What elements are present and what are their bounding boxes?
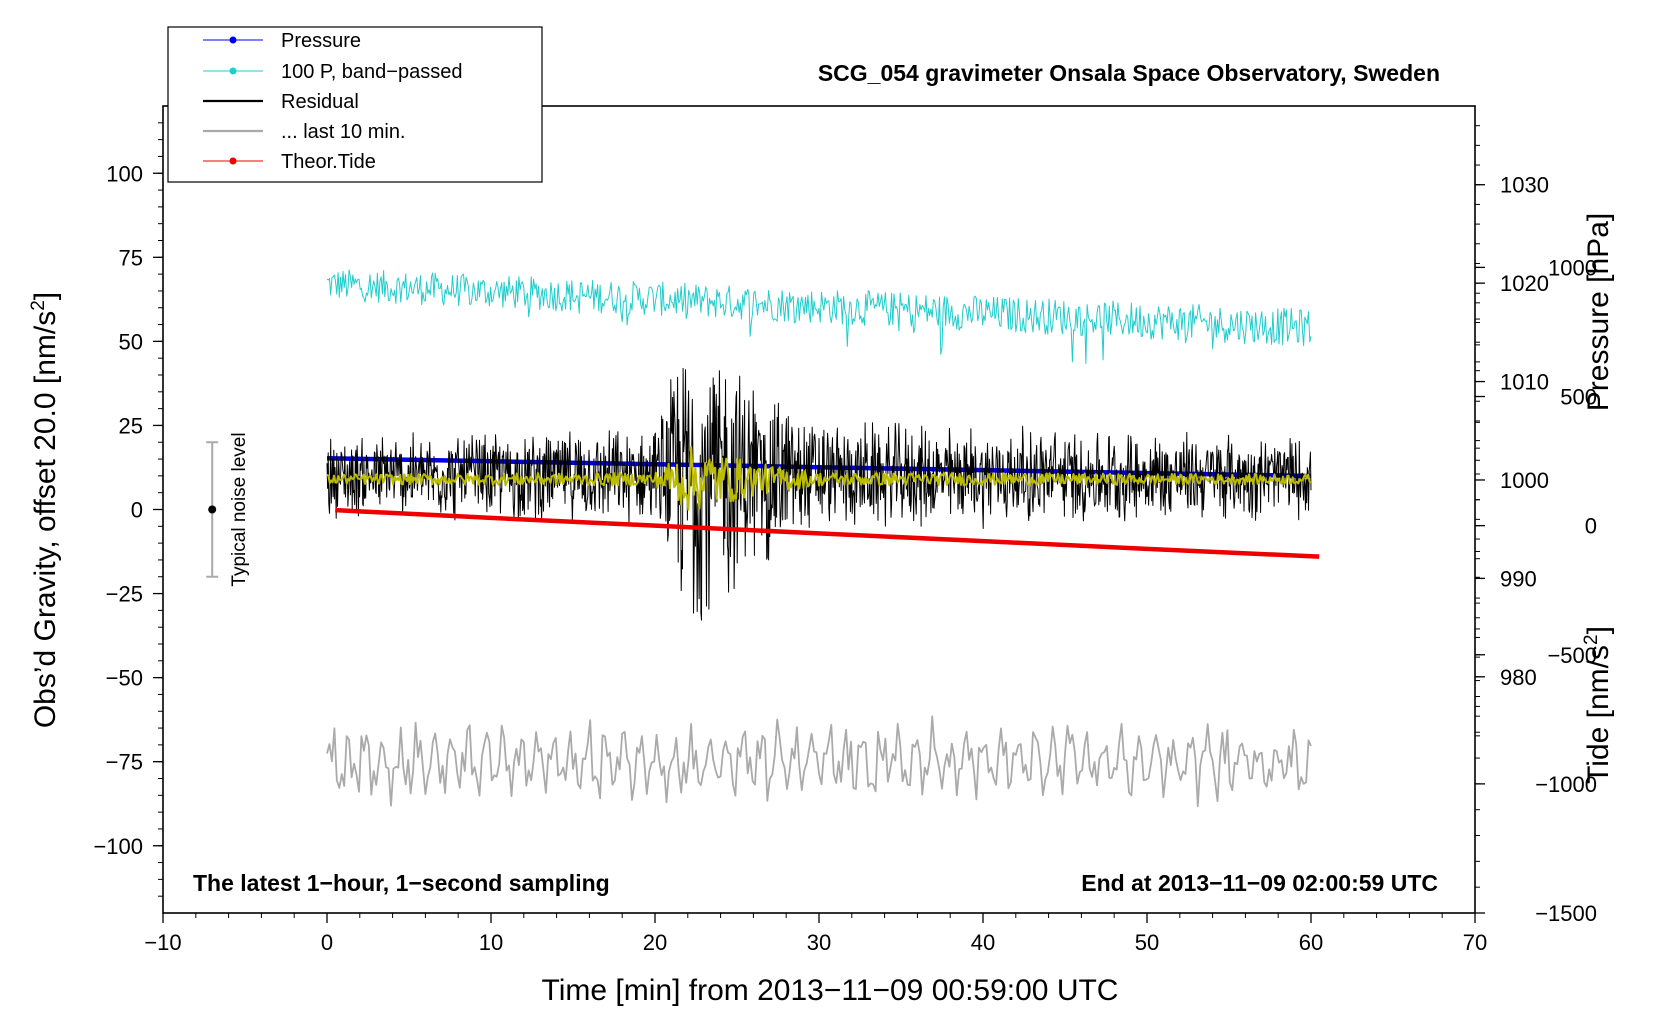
legend-item-last-10-min: ... last 10 min. <box>203 121 406 143</box>
tide-tick-label: −1000 <box>1535 772 1597 797</box>
x-tick-label: 70 <box>1463 930 1487 955</box>
tide-tick-label: 1000 <box>1548 255 1597 280</box>
y-tick-label: −25 <box>106 582 143 607</box>
noise-label: Typical noise level <box>229 432 250 586</box>
x-tick-label: −10 <box>144 930 181 955</box>
legend: Pressure 100 P, band−passed Residual ...… <box>167 26 543 183</box>
x-tick-label: 60 <box>1299 930 1323 955</box>
series-100-p-band-passed <box>326 269 1312 364</box>
svg-text:Theor.Tide: Theor.Tide <box>281 151 376 173</box>
y-tick-label: −50 <box>106 666 143 691</box>
axis-ticks: −10 0 10 20 30 40 50 60 701007550250−25−50−75−10… <box>93 122 1597 955</box>
x-tick-label: 0 <box>321 930 333 955</box>
x-tick-label: 10 <box>479 930 503 955</box>
pressure-tick-label: 1030 <box>1500 173 1549 198</box>
legend-item-theor-tide: Theor.Tide <box>203 151 376 173</box>
annotation-left: The latest 1−hour, 1−second sampling <box>193 870 610 896</box>
series-residual <box>326 367 1312 621</box>
x-tick-label: 30 <box>807 930 831 955</box>
y-tick-label: −75 <box>106 750 143 775</box>
y-tick-label: −100 <box>93 834 143 859</box>
x-tick-label: 20 <box>643 930 667 955</box>
tide-tick-label: −1500 <box>1535 901 1597 926</box>
legend-item-band-passed: 100 P, band−passed <box>203 61 462 83</box>
pressure-tick-label: 1010 <box>1500 370 1549 395</box>
tide-tick-label: 500 <box>1560 385 1597 410</box>
pressure-tick-label: 1020 <box>1500 271 1549 296</box>
series-theor-tide <box>335 507 1320 559</box>
chart-title: SCG_054 gravimeter Onsala Space Observat… <box>818 60 1440 86</box>
pressure-tick-label: 990 <box>1500 566 1537 591</box>
series-last-10-min <box>326 715 1312 808</box>
y-tick-label: 0 <box>131 498 143 523</box>
legend-item-residual: Residual <box>203 91 359 113</box>
svg-text:... last 10 min.: ... last 10 min. <box>281 121 406 143</box>
y-tick-label: 100 <box>106 161 143 186</box>
tide-axis-title: Tide [nm/s2] <box>1581 626 1615 784</box>
noise-center-dot <box>208 505 217 514</box>
x-tick-label: 50 <box>1135 930 1159 955</box>
annotation-right: End at 2013−11−09 02:00:59 UTC <box>1081 870 1438 896</box>
y-tick-label: 50 <box>119 329 143 354</box>
x-tick-label: 40 <box>971 930 995 955</box>
svg-text:Residual: Residual <box>281 91 359 113</box>
series-layer <box>326 269 1320 808</box>
x-axis-title: Time [min] from 2013−11−09 00:59:00 UTC <box>542 974 1119 1007</box>
tide-tick-label: −500 <box>1547 643 1597 668</box>
y-tick-label: 25 <box>119 413 143 438</box>
pressure-axis-title: Pressure [hPa] <box>1582 213 1615 411</box>
svg-text:100 P, band−passed: 100 P, band−passed <box>281 61 462 83</box>
legend-item-pressure: Pressure <box>203 30 361 52</box>
y-tick-label: 75 <box>119 245 143 270</box>
series-residual-smoothed <box>326 446 1312 511</box>
typical-noise-marker: Typical noise level <box>206 432 250 587</box>
y-axis-title: Obs’d Gravity, offset 20.0 [nm/s2] <box>28 292 62 728</box>
tide-tick-label: 0 <box>1585 514 1597 539</box>
legend-box <box>167 26 543 183</box>
pressure-tick-label: 980 <box>1500 665 1537 690</box>
pressure-tick-label: 1000 <box>1500 468 1549 493</box>
svg-text:Pressure: Pressure <box>281 30 361 52</box>
